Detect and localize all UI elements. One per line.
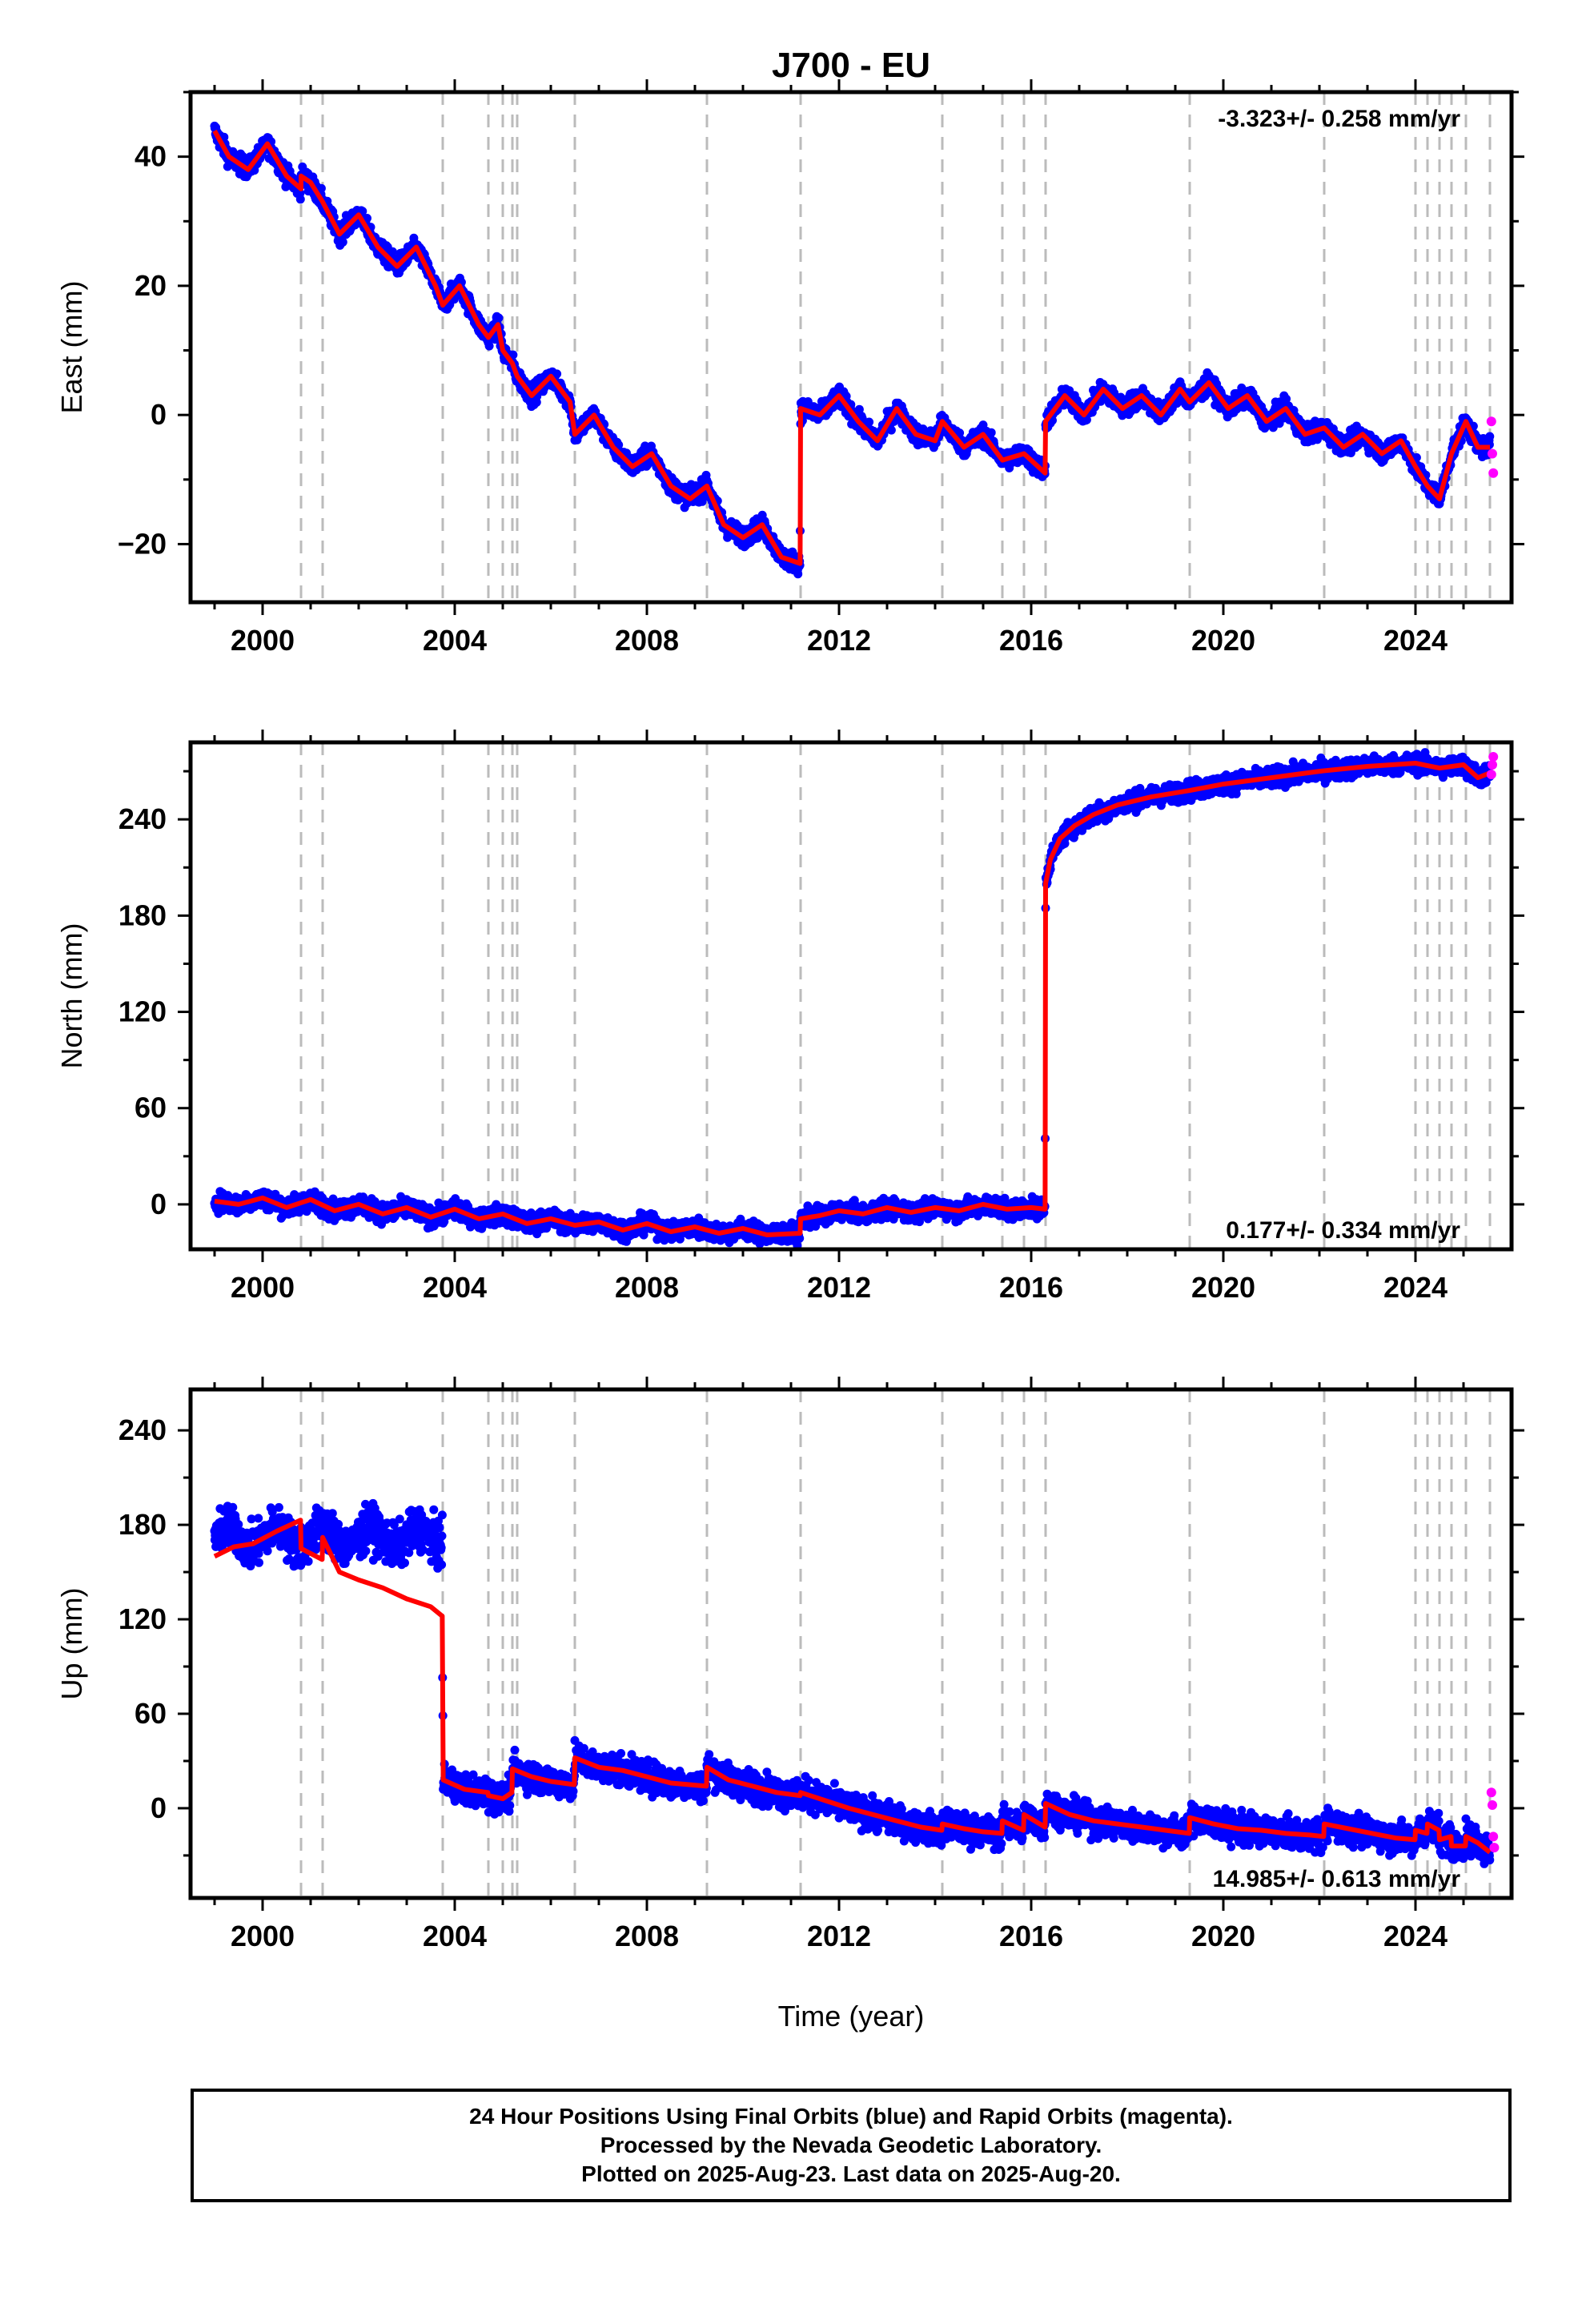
x-tick-label: 2004 — [423, 1271, 487, 1304]
y-tick-label: 20 — [135, 269, 167, 302]
y-tick-label: 60 — [135, 1697, 167, 1730]
x-tick-label: 2020 — [1191, 624, 1255, 657]
velocity-label: -3.323+/- 0.258 mm/yr — [1218, 106, 1460, 132]
y-tick-label: 0 — [151, 1188, 167, 1220]
panels: 2000 2004 2008 2012 2016 2020 2024 −20 0 20 40 East… — [55, 79, 1524, 1952]
footer-line-1: 24 Hour Positions Using Final Orbits (bl… — [469, 2104, 1233, 2129]
y-tick-label: 0 — [151, 398, 167, 431]
final-orbit-points — [210, 1498, 1495, 1868]
x-tick-label: 2000 — [231, 624, 295, 657]
x-tick-label: 2000 — [231, 1271, 295, 1304]
y-axis-label: Up (mm) — [55, 1588, 88, 1700]
y-tick-label: 0 — [151, 1791, 167, 1824]
panel-frame — [188, 1387, 1514, 1900]
y-tick-label: 40 — [135, 140, 167, 173]
rapid-orbit-point — [1486, 416, 1496, 427]
x-tick-label: 2008 — [615, 1920, 679, 1952]
y-tick-label: 240 — [118, 1413, 167, 1446]
panel-3: 2000 2004 2008 2012 2016 2020 2024 0 60 120 180 240… — [55, 1377, 1524, 1952]
footer-line-2: Processed by the Nevada Geodetic Laborat… — [600, 2133, 1102, 2157]
y-tick-label: 60 — [135, 1092, 167, 1124]
velocity-label: 0.177+/- 0.334 mm/yr — [1226, 1217, 1460, 1244]
x-tick-label: 2008 — [615, 1271, 679, 1304]
x-tick-label: 2020 — [1191, 1271, 1255, 1304]
chart-title: J700 - EU — [772, 46, 930, 85]
x-tick-label: 2024 — [1383, 1920, 1447, 1952]
x-tick-label: 2012 — [807, 1920, 871, 1952]
rapid-orbit-point — [1486, 770, 1496, 780]
model-fit-line — [213, 1518, 1492, 1855]
x-tick-label: 2008 — [615, 624, 679, 657]
velocity-label: 14.985+/- 0.613 mm/yr — [1213, 1866, 1461, 1892]
rapid-orbit-point — [1488, 1800, 1497, 1811]
y-tick-label: 120 — [118, 1602, 167, 1635]
y-tick-label: 180 — [118, 1508, 167, 1541]
footer-line-3: Plotted on 2025-Aug-23. Last data on 202… — [581, 2161, 1121, 2186]
footer-info-box: 24 Hour Positions Using Final Orbits (bl… — [191, 2089, 1512, 2202]
final-orbit-points — [210, 121, 1495, 579]
y-tick-label: 120 — [118, 995, 167, 1028]
final-orbit-dots — [210, 1498, 1495, 1868]
final-orbit-dots — [210, 121, 1495, 579]
y-axis-label: North (mm) — [55, 923, 88, 1069]
y-tick-label: −20 — [118, 527, 167, 560]
panel-1: 2000 2004 2008 2012 2016 2020 2024 −20 0 20 40 East… — [55, 79, 1524, 657]
y-tick-label: 240 — [118, 802, 167, 835]
x-tick-label: 2016 — [999, 1271, 1063, 1304]
x-tick-label: 2004 — [423, 624, 487, 657]
x-tick-label: 2020 — [1191, 1920, 1255, 1952]
final-orbit-points — [210, 748, 1495, 1249]
plot-area — [210, 742, 1499, 1249]
rapid-orbit-point — [1488, 468, 1499, 478]
y-tick-label: 180 — [118, 899, 167, 931]
model-fit-line — [214, 761, 1492, 1237]
rapid-orbit-point — [1488, 752, 1499, 762]
x-tick-label: 2000 — [231, 1920, 295, 1952]
x-tick-label: 2024 — [1383, 624, 1447, 657]
rapid-orbit-point — [1486, 1787, 1496, 1798]
panel-frame — [188, 90, 1514, 605]
x-axis-label: Time (year) — [778, 2000, 925, 2032]
rapid-orbit-point — [1489, 1843, 1500, 1853]
final-orbit-dots — [210, 748, 1495, 1249]
plot-area — [210, 92, 1499, 602]
x-tick-label: 2016 — [999, 1920, 1063, 1952]
x-tick-label: 2012 — [807, 1271, 871, 1304]
x-tick-label: 2012 — [807, 624, 871, 657]
rapid-orbit-point — [1488, 448, 1497, 459]
plot-area — [210, 1389, 1500, 1898]
rapid-orbit-point — [1488, 1831, 1499, 1842]
model-fit-line — [212, 129, 1490, 566]
panel-2: 2000 2004 2008 2012 2016 2020 2024 0 60 120 180 240… — [55, 730, 1524, 1304]
rapid-orbit-point — [1488, 760, 1497, 770]
panel-frame — [188, 740, 1514, 1252]
x-tick-label: 2004 — [423, 1920, 487, 1952]
x-tick-label: 2024 — [1383, 1271, 1447, 1304]
x-tick-label: 2016 — [999, 624, 1063, 657]
y-axis-label: East (mm) — [55, 281, 88, 414]
